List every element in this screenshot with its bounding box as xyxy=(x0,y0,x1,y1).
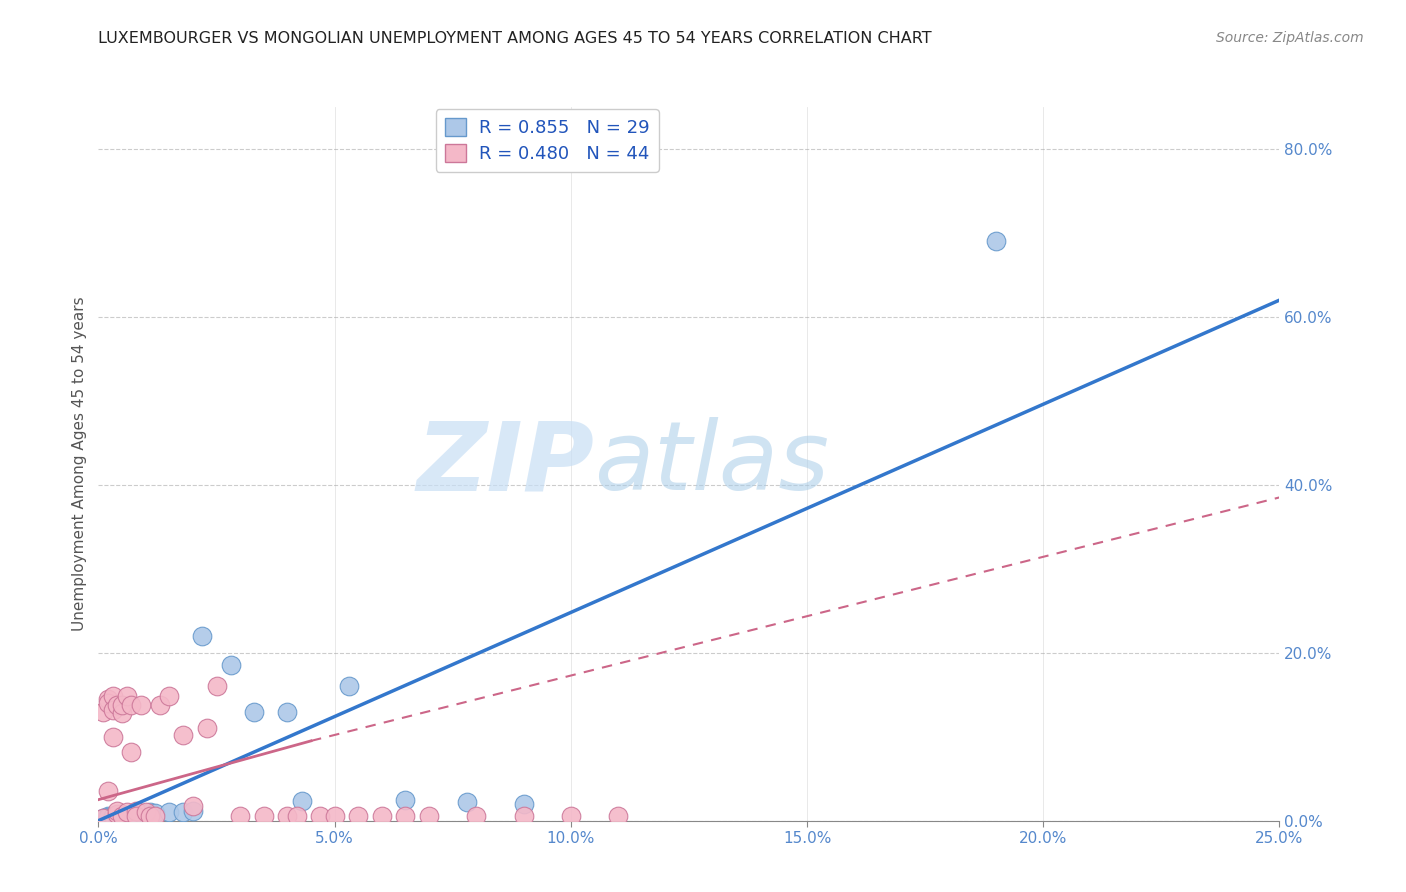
Point xyxy=(105,810,128,824)
Point xyxy=(172,805,194,820)
Text: Source: ZipAtlas.com: Source: ZipAtlas.com xyxy=(1216,31,1364,45)
Text: ZIP: ZIP xyxy=(416,417,595,510)
Point xyxy=(309,808,332,822)
Point xyxy=(111,809,134,823)
Point xyxy=(115,690,138,704)
Point xyxy=(512,797,534,811)
Point xyxy=(135,806,157,821)
Point xyxy=(115,808,138,822)
Point xyxy=(91,811,114,825)
Point xyxy=(105,804,128,818)
Point xyxy=(115,805,138,820)
Point xyxy=(101,808,124,822)
Point xyxy=(143,808,166,822)
Point xyxy=(139,805,162,820)
Point xyxy=(337,679,360,693)
Point xyxy=(91,705,114,719)
Point xyxy=(135,805,157,820)
Point xyxy=(276,808,298,822)
Point xyxy=(191,629,214,643)
Text: atlas: atlas xyxy=(595,417,830,510)
Point xyxy=(97,696,120,710)
Point xyxy=(121,807,143,822)
Point xyxy=(101,703,124,717)
Text: LUXEMBOURGER VS MONGOLIAN UNEMPLOYMENT AMONG AGES 45 TO 54 YEARS CORRELATION CHA: LUXEMBOURGER VS MONGOLIAN UNEMPLOYMENT A… xyxy=(98,31,932,46)
Point xyxy=(101,730,124,744)
Point xyxy=(253,808,276,822)
Point xyxy=(97,809,120,823)
Point xyxy=(465,808,488,822)
Point xyxy=(121,698,143,712)
Point xyxy=(129,806,152,821)
Point xyxy=(984,235,1007,249)
Point xyxy=(105,806,128,821)
Point xyxy=(149,698,172,712)
Point xyxy=(323,808,346,822)
Point xyxy=(111,698,134,712)
Point xyxy=(394,808,416,822)
Point xyxy=(105,807,128,822)
Point xyxy=(512,808,534,822)
Point xyxy=(121,745,143,759)
Point xyxy=(101,811,124,825)
Point xyxy=(172,728,194,742)
Point xyxy=(97,692,120,706)
Point xyxy=(456,795,478,809)
Point xyxy=(111,706,134,721)
Point xyxy=(205,679,228,693)
Point xyxy=(195,721,218,735)
Legend: Luxembourgers, Mongolians: Luxembourgers, Mongolians xyxy=(530,889,848,892)
Point xyxy=(181,804,204,818)
Point xyxy=(418,808,440,822)
Point xyxy=(181,798,204,813)
Point xyxy=(139,808,162,822)
Point xyxy=(371,808,394,822)
Point xyxy=(157,805,180,820)
Point xyxy=(101,690,124,704)
Point xyxy=(129,698,152,712)
Point xyxy=(125,808,148,822)
Point xyxy=(105,698,128,712)
Point xyxy=(111,806,134,821)
Point xyxy=(97,810,120,824)
Point xyxy=(276,705,298,719)
Point xyxy=(97,784,120,798)
Point xyxy=(157,690,180,704)
Point xyxy=(243,705,266,719)
Point xyxy=(347,808,370,822)
Point xyxy=(219,658,242,673)
Point xyxy=(125,808,148,822)
Point xyxy=(125,804,148,818)
Point xyxy=(394,792,416,806)
Point xyxy=(111,808,134,822)
Point xyxy=(143,806,166,821)
Point xyxy=(91,811,114,825)
Point xyxy=(560,808,582,822)
Point xyxy=(607,808,630,822)
Point xyxy=(290,794,312,808)
Y-axis label: Unemployment Among Ages 45 to 54 years: Unemployment Among Ages 45 to 54 years xyxy=(72,296,87,632)
Point xyxy=(229,808,252,822)
Point xyxy=(285,808,308,822)
